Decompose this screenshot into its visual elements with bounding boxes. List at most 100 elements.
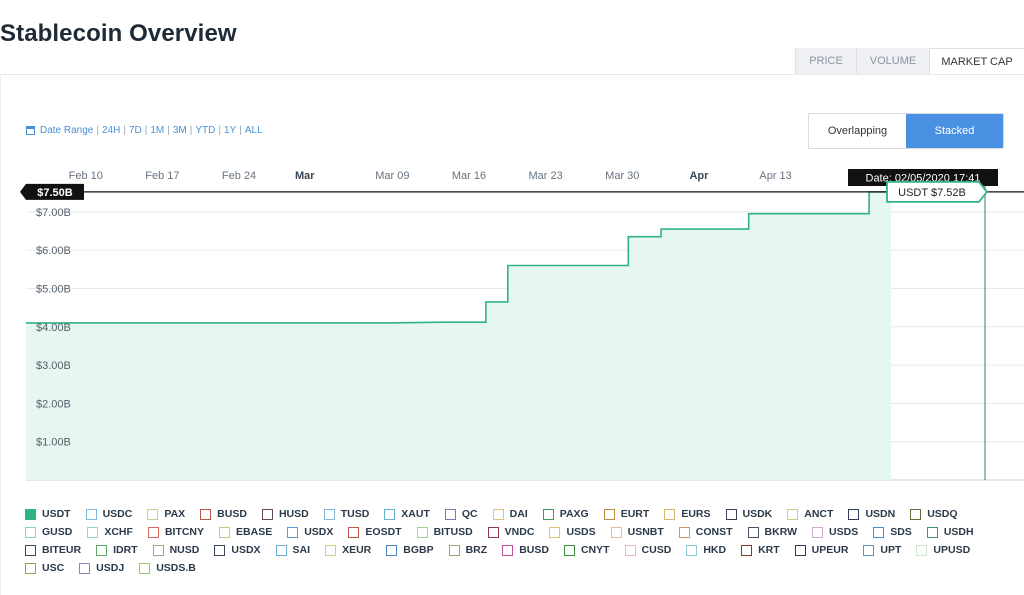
tab-market-cap[interactable]: MARKET CAP [929, 48, 1024, 75]
legend-item[interactable]: PAXG [542, 505, 589, 523]
legend-item[interactable]: USDJ [79, 559, 124, 577]
legend-item[interactable]: UPEUR [794, 541, 849, 559]
legend-item[interactable]: BITCNY [147, 523, 204, 541]
legend-checkbox-icon [492, 508, 504, 520]
tooltip-box [886, 180, 989, 203]
range-all[interactable]: ALL [244, 125, 263, 136]
legend-item[interactable]: NUSD [152, 541, 199, 559]
legend-checkbox-icon [79, 562, 91, 574]
legend-item[interactable]: USDX [287, 523, 333, 541]
legend-label: USNBT [627, 526, 664, 538]
legend-label: PAXG [559, 508, 589, 520]
range-24h[interactable]: 24H [101, 125, 121, 136]
legend-label: BITEUR [42, 544, 82, 556]
chart-panel [0, 75, 1024, 595]
legend-item[interactable]: EOSDT [348, 523, 402, 541]
legend-item[interactable]: HKD [686, 541, 726, 559]
y-tick-label: $3.00B [36, 360, 71, 372]
legend-item[interactable]: EURS [664, 505, 711, 523]
legend-checkbox-icon [863, 544, 875, 556]
legend-item[interactable]: CUSD [624, 541, 671, 559]
x-tick-label: Apr [689, 170, 709, 182]
overlapping-button[interactable]: Overlapping [809, 114, 906, 148]
legend-checkbox-icon [87, 526, 99, 538]
legend-item[interactable]: USDS [812, 523, 858, 541]
legend-label: USDX [304, 526, 334, 538]
legend-item[interactable]: EURT [603, 505, 649, 523]
legend-item[interactable]: BUSD [502, 541, 549, 559]
legend-label: QC [461, 508, 478, 520]
legend-item[interactable]: XCHF [87, 523, 133, 541]
legend-item[interactable]: BITEUR [25, 541, 81, 559]
legend-checkbox-icon [348, 526, 360, 538]
legend-item[interactable]: QC [444, 505, 478, 523]
legend-label: DAI [509, 508, 528, 520]
legend-checkbox-icon [502, 544, 514, 556]
range-ytd[interactable]: YTD [195, 125, 216, 136]
legend-item[interactable]: USDN [848, 505, 895, 523]
legend-label: UPT [880, 544, 902, 556]
legend-item[interactable]: BRZ [448, 541, 487, 559]
legend-checkbox-icon [549, 526, 561, 538]
legend-item[interactable]: SDS [873, 523, 912, 541]
stacked-button[interactable]: Stacked [906, 114, 1003, 148]
legend-item[interactable]: USDH [926, 523, 974, 541]
market-cap-chart[interactable]: $1.00B $2.00B $3.00B $4.00B $5.00B $6.00B $7.0… [0, 160, 1024, 490]
legend-item[interactable]: KRT [741, 541, 780, 559]
legend-checkbox-icon [848, 508, 860, 520]
legend-item[interactable]: USDK [725, 505, 773, 523]
legend-item[interactable]: ANCT [787, 505, 833, 523]
legend-item[interactable]: USDS.B [139, 559, 196, 577]
legend-item[interactable]: SAI [275, 541, 310, 559]
legend-item[interactable]: CONST [678, 523, 733, 541]
legend-label: UPUSD [933, 544, 971, 556]
range-1m[interactable]: 1M [150, 125, 165, 136]
legend-item[interactable]: PAX [147, 505, 185, 523]
legend-item[interactable]: IDRT [96, 541, 138, 559]
legend-checkbox-icon [275, 544, 287, 556]
legend-item[interactable]: BITUSD [416, 523, 473, 541]
legend-item[interactable]: GUSD [25, 523, 72, 541]
legend-item[interactable]: HUSD [261, 505, 309, 523]
legend-label: USDT [42, 508, 71, 520]
legend-label: USC [42, 562, 65, 574]
legend-item[interactable]: DAI [492, 505, 528, 523]
legend-item[interactable]: EBASE [219, 523, 272, 541]
legend-item[interactable]: USDC [85, 505, 132, 523]
legend-item[interactable]: USDT [25, 505, 71, 523]
legend-item[interactable]: USNBT [610, 523, 664, 541]
legend-checkbox-icon [563, 544, 575, 556]
legend-item[interactable]: BKRW [747, 523, 797, 541]
legend-checkbox-icon [147, 526, 159, 538]
tab-volume[interactable]: VOLUME [856, 48, 929, 74]
legend-item[interactable]: UPUSD [916, 541, 970, 559]
legend-label: USDK [742, 508, 773, 520]
legend-checkbox-icon [152, 544, 164, 556]
legend-label: USDJ [96, 562, 125, 574]
legend-item[interactable]: TUSD [323, 505, 369, 523]
legend-item[interactable]: BGBP [386, 541, 434, 559]
chart-legend: USDT USDC PAX BUSD HUSD TUSD XAUT QC DAI PAXG EURT… [25, 505, 1015, 577]
range-3m[interactable]: 3M [172, 125, 187, 136]
legend-item[interactable]: CNYT [563, 541, 610, 559]
header-divider [0, 74, 1024, 75]
legend-item[interactable]: XAUT [384, 505, 430, 523]
tab-price[interactable]: PRICE [795, 48, 856, 74]
range-1y[interactable]: 1Y [224, 125, 237, 136]
series-tooltip: USDT $7.52B [886, 180, 989, 203]
legend-item[interactable]: VNDC [487, 523, 534, 541]
legend-item[interactable]: USDS [549, 523, 596, 541]
legend-item[interactable]: USDX [214, 541, 261, 559]
date-range-label: Date Range [40, 125, 94, 136]
legend-item[interactable]: BUSD [200, 505, 247, 523]
legend-item[interactable]: USDQ [910, 505, 958, 523]
legend-checkbox-icon [873, 526, 885, 538]
legend-item[interactable]: XEUR [325, 541, 371, 559]
legend-label: ANCT [804, 508, 834, 520]
date-range-selector: Date Range | 24H | 7D | 1M | 3M | YTD | … [26, 125, 263, 136]
chart-mode-toggle: Overlapping Stacked [808, 113, 1004, 149]
legend-item[interactable]: USC [25, 559, 64, 577]
legend-label: UPEUR [811, 544, 849, 556]
legend-item[interactable]: UPT [863, 541, 901, 559]
range-7d[interactable]: 7D [128, 125, 142, 136]
